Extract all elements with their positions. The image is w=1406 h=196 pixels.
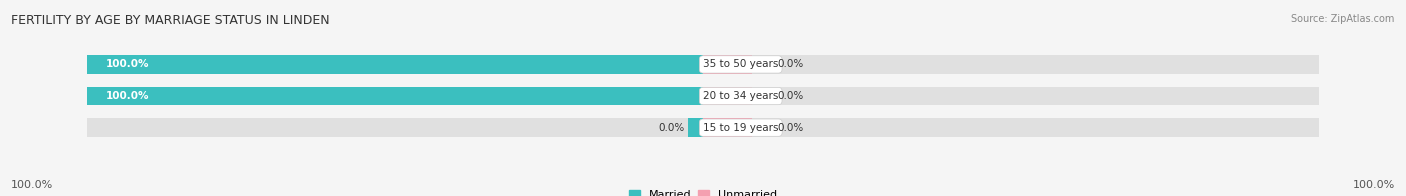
Text: 0.0%: 0.0% xyxy=(778,123,803,133)
Text: 15 to 19 years: 15 to 19 years xyxy=(703,123,779,133)
Bar xyxy=(703,55,752,74)
Bar xyxy=(87,119,703,137)
Bar xyxy=(688,119,703,137)
Bar xyxy=(703,87,1319,105)
Bar xyxy=(87,55,703,74)
Text: 100.0%: 100.0% xyxy=(105,91,149,101)
Text: 20 to 34 years: 20 to 34 years xyxy=(703,91,779,101)
Bar xyxy=(703,55,1319,74)
Bar xyxy=(703,87,752,105)
Text: 100.0%: 100.0% xyxy=(1353,180,1395,190)
Bar xyxy=(703,119,752,137)
Text: 100.0%: 100.0% xyxy=(11,180,53,190)
Text: 35 to 50 years: 35 to 50 years xyxy=(703,59,779,69)
Text: 0.0%: 0.0% xyxy=(658,123,685,133)
Text: 0.0%: 0.0% xyxy=(778,59,803,69)
Text: FERTILITY BY AGE BY MARRIAGE STATUS IN LINDEN: FERTILITY BY AGE BY MARRIAGE STATUS IN L… xyxy=(11,14,330,27)
Bar xyxy=(703,119,1319,137)
Bar xyxy=(87,87,703,105)
Text: Source: ZipAtlas.com: Source: ZipAtlas.com xyxy=(1291,14,1395,24)
Bar xyxy=(87,55,703,74)
Legend: Married, Unmarried: Married, Unmarried xyxy=(630,190,776,196)
Bar xyxy=(87,87,703,105)
Text: 0.0%: 0.0% xyxy=(778,91,803,101)
Text: 100.0%: 100.0% xyxy=(105,59,149,69)
